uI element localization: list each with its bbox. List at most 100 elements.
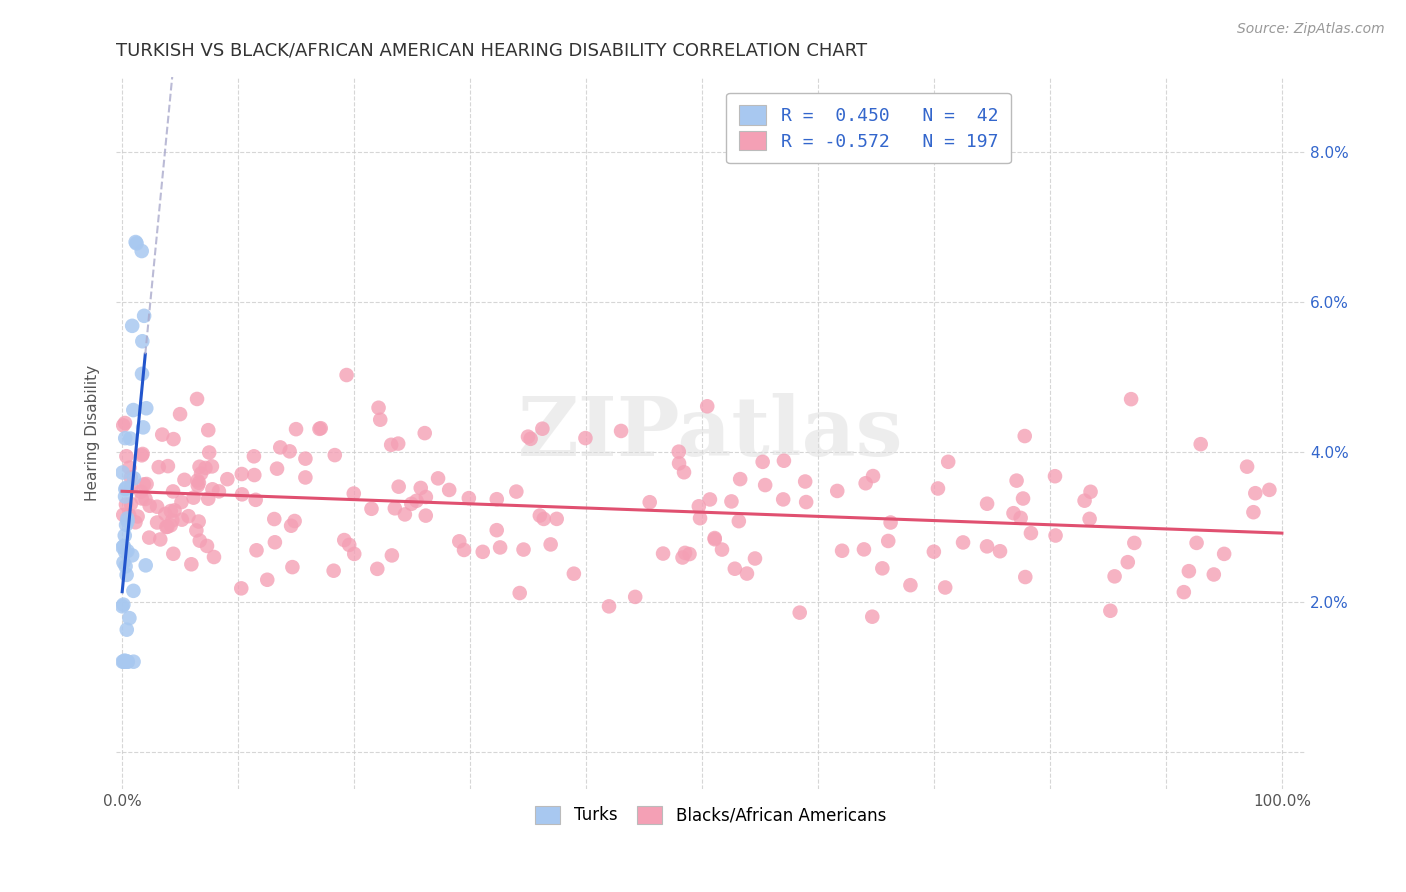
Point: [1005, 474, 1028, 488]
Point: [117, 655, 139, 669]
Point: [264, 535, 287, 549]
Point: [118, 508, 141, 523]
Point: [449, 534, 471, 549]
Point: [256, 573, 278, 587]
Y-axis label: Hearing Disability: Hearing Disability: [86, 365, 100, 501]
Point: [180, 558, 202, 572]
Point: [703, 533, 725, 547]
Point: [117, 655, 139, 669]
Point: [671, 550, 693, 565]
Point: [394, 508, 416, 522]
Point: [112, 508, 135, 522]
Point: [122, 655, 145, 669]
Point: [138, 499, 160, 513]
Point: [1213, 547, 1236, 561]
Point: [794, 495, 817, 509]
Point: [672, 465, 695, 479]
Point: [457, 491, 479, 505]
Point: [188, 459, 211, 474]
Text: ZIPatlas: ZIPatlas: [517, 392, 904, 473]
Point: [111, 655, 134, 669]
Point: [217, 472, 239, 486]
Point: [322, 564, 344, 578]
Point: [1002, 506, 1025, 520]
Point: [574, 431, 596, 445]
Point: [1012, 491, 1035, 506]
Point: [751, 455, 773, 469]
Point: [156, 520, 179, 534]
Point: [1014, 570, 1036, 584]
Point: [1119, 392, 1142, 406]
Point: [132, 420, 155, 434]
Point: [1099, 604, 1122, 618]
Point: [294, 451, 316, 466]
Point: [148, 460, 170, 475]
Point: [727, 514, 749, 528]
Point: [115, 623, 138, 637]
Point: [1104, 569, 1126, 583]
Point: [112, 418, 135, 433]
Point: [724, 562, 747, 576]
Point: [936, 455, 959, 469]
Point: [384, 501, 406, 516]
Point: [517, 430, 540, 444]
Point: [415, 508, 437, 523]
Point: [114, 416, 136, 430]
Point: [115, 449, 138, 463]
Point: [162, 484, 184, 499]
Point: [114, 654, 136, 668]
Point: [112, 598, 135, 612]
Point: [231, 582, 253, 596]
Point: [413, 426, 436, 441]
Point: [309, 421, 332, 435]
Point: [952, 535, 974, 549]
Point: [336, 368, 359, 382]
Point: [280, 518, 302, 533]
Point: [744, 551, 766, 566]
Point: [285, 422, 308, 436]
Point: [112, 655, 135, 669]
Point: [754, 478, 776, 492]
Point: [156, 459, 179, 474]
Point: [638, 495, 661, 509]
Point: [489, 541, 512, 555]
Point: [471, 545, 494, 559]
Point: [678, 547, 700, 561]
Point: [134, 491, 156, 506]
Point: [197, 423, 219, 437]
Point: [1080, 484, 1102, 499]
Point: [114, 559, 136, 574]
Point: [1173, 585, 1195, 599]
Point: [415, 490, 437, 504]
Point: [519, 432, 541, 446]
Point: [124, 515, 146, 529]
Point: [437, 483, 460, 497]
Point: [380, 438, 402, 452]
Point: [927, 482, 949, 496]
Point: [1116, 555, 1139, 569]
Point: [159, 518, 181, 533]
Point: [138, 531, 160, 545]
Point: [117, 514, 139, 528]
Point: [546, 512, 568, 526]
Point: [134, 309, 156, 323]
Point: [337, 538, 360, 552]
Point: [852, 542, 875, 557]
Point: [115, 568, 138, 582]
Point: [1244, 486, 1267, 500]
Point: [149, 533, 172, 547]
Text: TURKISH VS BLACK/AFRICAN AMERICAN HEARING DISABILITY CORRELATION CHART: TURKISH VS BLACK/AFRICAN AMERICAN HEARIN…: [117, 42, 868, 60]
Point: [505, 484, 527, 499]
Point: [146, 500, 169, 514]
Point: [198, 445, 221, 459]
Point: [735, 566, 758, 581]
Point: [333, 533, 356, 547]
Point: [405, 493, 427, 508]
Point: [427, 471, 450, 485]
Point: [162, 432, 184, 446]
Point: [186, 392, 208, 406]
Point: [111, 466, 134, 480]
Point: [772, 492, 794, 507]
Point: [512, 542, 534, 557]
Point: [188, 533, 211, 548]
